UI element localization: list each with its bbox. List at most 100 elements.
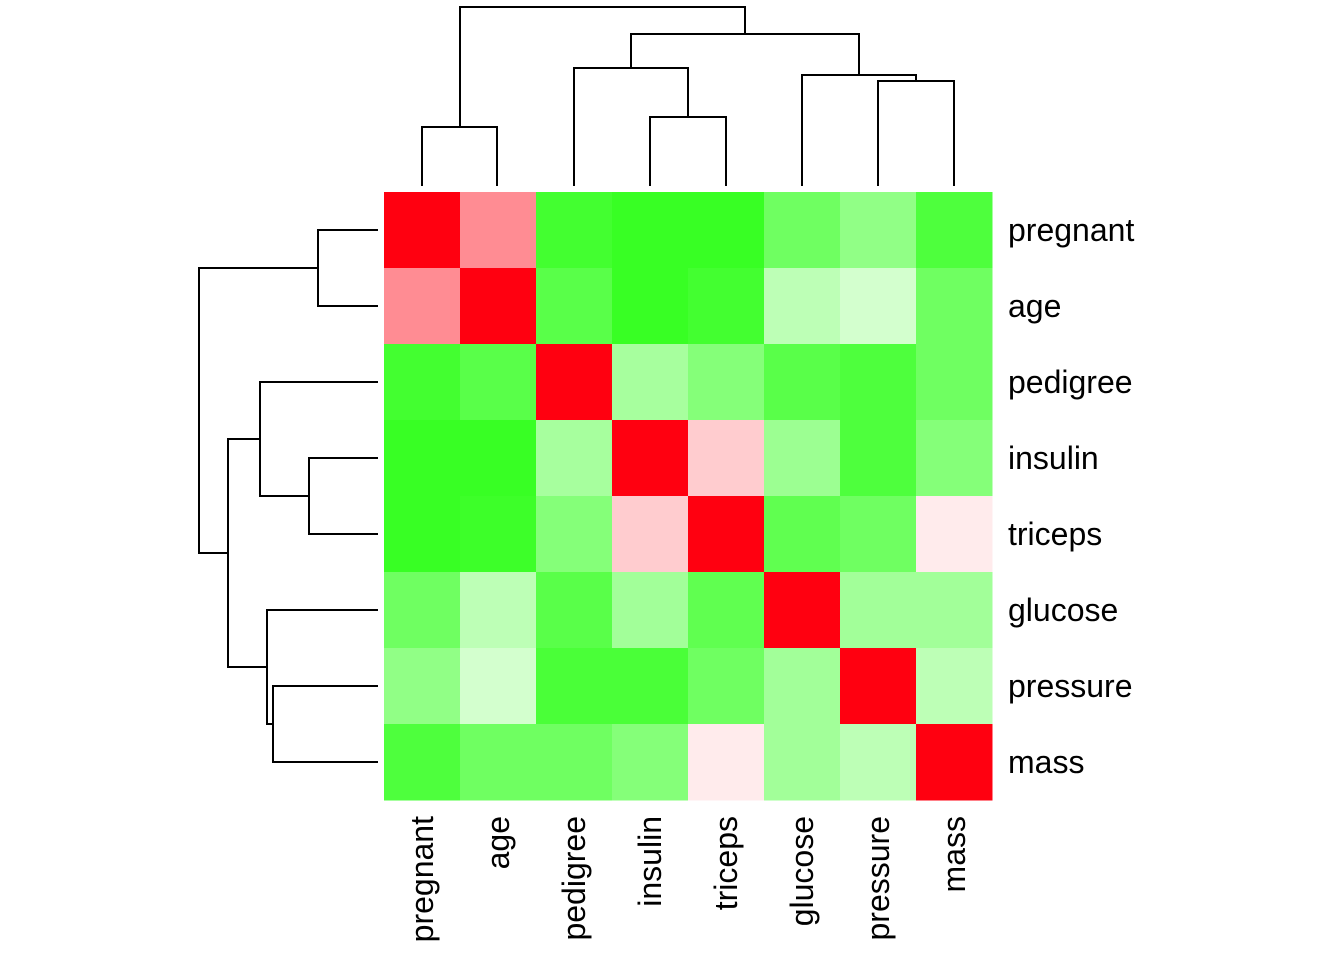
heatmap-cell <box>916 420 993 497</box>
heatmap-cell <box>688 648 765 725</box>
column-labels: pregnant age pedigree insulin triceps glucose… <box>404 816 972 942</box>
heatmap-cell <box>536 648 613 725</box>
heatmap-cell <box>460 268 537 345</box>
heatmap-cell <box>536 420 613 497</box>
col-dendro-branch <box>877 80 955 186</box>
heatmap-cell <box>840 268 917 345</box>
heatmap-cell <box>536 192 613 269</box>
heatmap-cell <box>536 572 613 649</box>
col-dendro-branch <box>649 116 727 186</box>
heatmap-cell <box>460 572 537 649</box>
heatmap-cell <box>764 192 841 269</box>
heatmap-cell <box>384 724 461 801</box>
column-label: pedigree <box>556 816 592 941</box>
row-label: age <box>1008 288 1061 324</box>
heatmap-cell <box>460 192 537 269</box>
heatmap-cell <box>688 496 765 573</box>
heatmap-cell <box>916 344 993 421</box>
heatmap-cell <box>840 572 917 649</box>
heatmap-cell <box>460 420 537 497</box>
heatmap-cell <box>840 724 917 801</box>
heatmap-cell <box>612 420 689 497</box>
heatmap-cells <box>384 192 993 801</box>
heatmap-cell <box>764 268 841 345</box>
heatmap-cell <box>840 344 917 421</box>
heatmap-cell <box>612 344 689 421</box>
heatmap-cell <box>612 724 689 801</box>
row-labels: pregnant age pedigree insulin triceps glucose… <box>1008 212 1134 780</box>
row-label: triceps <box>1008 516 1102 552</box>
row-dendro-branch <box>308 457 378 535</box>
row-dendro-branch <box>198 267 318 554</box>
heatmap-cell <box>612 572 689 649</box>
heatmap-cell <box>384 192 461 269</box>
row-label: glucose <box>1008 592 1118 628</box>
heatmap-cell <box>840 192 917 269</box>
heatmap-cell <box>384 496 461 573</box>
row-label: pregnant <box>1008 212 1134 248</box>
heatmap-cell <box>688 724 765 801</box>
heatmap-cell <box>688 572 765 649</box>
heatmap-cell <box>384 268 461 345</box>
row-label: pedigree <box>1008 364 1133 400</box>
col-dendro-branch <box>801 74 917 186</box>
heatmap-cell <box>916 496 993 573</box>
heatmap-cell <box>688 344 765 421</box>
heatmap-cell <box>764 496 841 573</box>
row-dendrogram <box>198 229 378 763</box>
row-dendro-branch <box>259 381 378 497</box>
heatmap-cell <box>688 420 765 497</box>
heatmap-cell <box>764 724 841 801</box>
heatmap-cell <box>384 420 461 497</box>
row-dendro-branch <box>272 685 378 763</box>
heatmap-cell <box>460 724 537 801</box>
heatmap-cell <box>612 496 689 573</box>
heatmap-cell <box>764 572 841 649</box>
heatmap-cell <box>916 268 993 345</box>
row-label: pressure <box>1008 668 1133 704</box>
heatmap-cell <box>536 344 613 421</box>
heatmap-cell <box>840 648 917 725</box>
heatmap-cell <box>840 496 917 573</box>
heatmap-cell <box>612 268 689 345</box>
heatmap-cell <box>688 268 765 345</box>
column-label: pressure <box>860 816 896 941</box>
row-dendro-branch <box>227 438 267 668</box>
col-dendro-branch <box>459 6 746 127</box>
heatmap-cell <box>612 192 689 269</box>
heatmap-cell <box>916 572 993 649</box>
heatmap-cell <box>764 420 841 497</box>
heatmap-cell <box>460 648 537 725</box>
column-label: triceps <box>708 816 744 910</box>
column-label: pregnant <box>404 816 440 942</box>
heatmap-cell <box>764 648 841 725</box>
heatmap-cell <box>916 648 993 725</box>
col-dendro-branch <box>573 67 689 186</box>
column-dendrogram <box>421 6 955 186</box>
heatmap-cell <box>536 268 613 345</box>
row-dendro-branch <box>266 609 378 725</box>
column-label: mass <box>936 816 972 892</box>
col-dendro-branch <box>421 126 498 186</box>
heatmap-cell <box>916 192 993 269</box>
row-label: insulin <box>1008 440 1099 476</box>
heatmap-cell <box>612 648 689 725</box>
heatmap-cell <box>384 344 461 421</box>
heatmap-cell <box>536 496 613 573</box>
column-label: glucose <box>784 816 820 926</box>
heatmap-cell <box>460 496 537 573</box>
heatmap-cell <box>460 344 537 421</box>
heatmap-cell <box>384 648 461 725</box>
heatmap-cell <box>688 192 765 269</box>
column-label: insulin <box>632 816 668 907</box>
heatmap-cell <box>840 420 917 497</box>
heatmap-cell <box>384 572 461 649</box>
heatmap-cell <box>916 724 993 801</box>
row-label: mass <box>1008 744 1084 780</box>
heatmap-cell <box>764 344 841 421</box>
heatmap-cell <box>536 724 613 801</box>
column-label: age <box>480 816 516 869</box>
row-dendro-branch <box>317 229 378 307</box>
